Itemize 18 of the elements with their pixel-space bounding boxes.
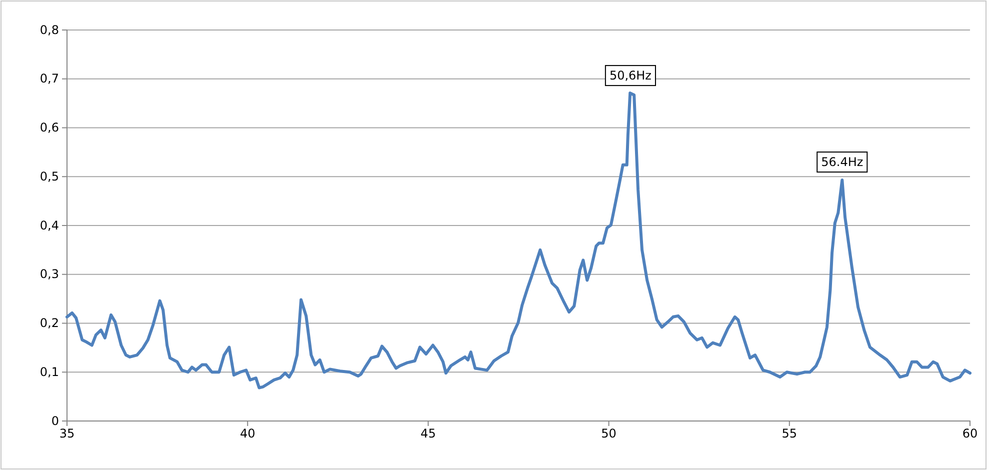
y-tick-label: 0,1 xyxy=(40,364,59,379)
annotation: 56.4Hz xyxy=(821,155,864,170)
x-tick-label: 50 xyxy=(601,426,616,441)
y-tick-label: 0,7 xyxy=(40,72,59,86)
y-tick-label: 0,8 xyxy=(40,22,59,37)
x-tick-label: 40 xyxy=(240,426,256,441)
y-tick-label: 0,6 xyxy=(40,120,59,135)
y-tick-label: 0,2 xyxy=(40,316,59,330)
y-tick-label: 0,5 xyxy=(40,169,59,184)
line-series xyxy=(66,92,972,390)
y-tick-label: 0,4 xyxy=(40,218,59,232)
x-tick-label: 55 xyxy=(782,426,798,441)
y-tick-label: 0 xyxy=(51,414,59,428)
y-tick-label: 0,3 xyxy=(40,267,59,282)
x-tick-label: 60 xyxy=(962,426,978,441)
annotation: 50,6Hz xyxy=(609,68,652,83)
x-tick-label: 45 xyxy=(420,426,436,441)
x-tick-label: 35 xyxy=(59,426,75,441)
